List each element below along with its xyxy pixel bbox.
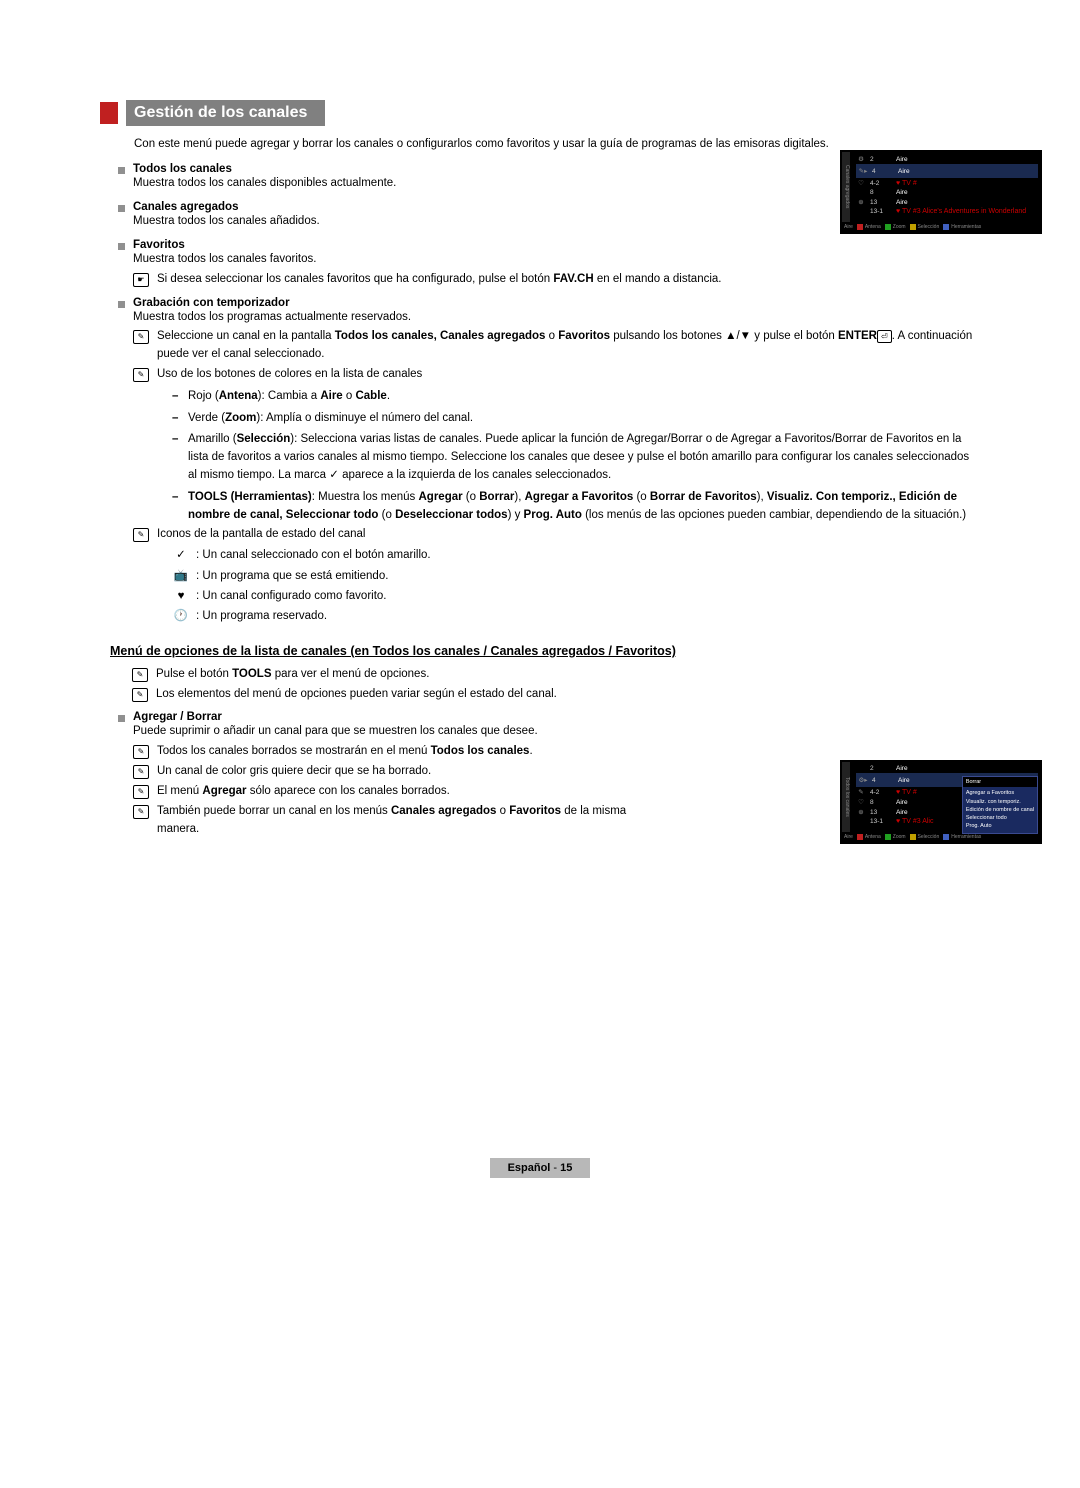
note-text: El menú Agregar sólo aparece con los can… [157,783,450,801]
menu-item: Agregar a Favoritos [966,789,1034,797]
page-footer: Español - 15 [100,1158,980,1178]
note-icon: ✎ [132,688,148,702]
dash-icon: – [172,410,182,428]
note-text: Los elementos del menú de opciones puede… [156,686,557,704]
note-text: También puede borrar un canal en los men… [157,803,658,839]
bullet-icon [118,243,125,250]
mini-row: ✎▸4Aire [856,164,1038,178]
bullet-icon [118,301,125,308]
check-icon: ✓ [172,546,190,564]
note-line: ✎ El menú Agregar sólo aparece con los ca… [133,783,658,801]
item-grabacion: Grabación con temporizador Muestra todos… [118,297,980,626]
note-text: Un canal de color gris quiere decir que … [157,763,431,781]
dash-icon: – [172,431,182,449]
dash-line: –Rojo (Antena): Cambia a Aire o Cable. [172,388,980,406]
note-text: Iconos de la pantalla de estado del cana… [157,526,365,544]
note-icon: ✎ [133,785,149,799]
note-text: Seleccione un canal en la pantalla Todos… [157,328,980,364]
mini-row: ♡4-2♥ TV # [856,178,1038,188]
item-favoritos: Favoritos Muestra todos los canales favo… [118,239,980,289]
dash-text: TOOLS (Herramientas): Muestra los menús … [188,489,980,525]
subsection-title: Menú de opciones de la lista de canales … [110,644,980,658]
note-icon: ✎ [133,330,149,344]
note-icon: ✎ [133,745,149,759]
icon-text: : Un programa que se está emitiendo. [196,567,388,585]
note-icon: ✎ [133,528,149,542]
page: Gestión de los canales Canales agregados… [0,0,1080,1218]
bullet-icon [118,715,125,722]
dash-line: –TOOLS (Herramientas): Muestra los menús… [172,489,980,525]
enter-icon: ⏎ [877,330,892,343]
heart-icon: ♥ [172,587,190,605]
bullet-icon [118,167,125,174]
note-text: Uso de los botones de colores en la list… [157,366,422,384]
mini-row: 13-1♥ TV #3 Alice's Adventures in Wonder… [856,207,1038,216]
mini-row: 8Aire [856,188,1038,197]
icon-line: ♥ : Un canal configurado como favorito. [172,587,980,605]
mini-legend: Aire Antena Zoom Selección Herramientas [844,834,1038,840]
mini-legend: Aire Antena Zoom Selección Herramientas [844,224,1038,230]
dash-icon: – [172,388,182,406]
item-body: Puede suprimir o añadir un canal para qu… [133,723,658,741]
item-body: Muestra todos los programas actualmente … [133,309,980,327]
icon-text: : Un canal configurado como favorito. [196,587,387,605]
note-text: Todos los canales borrados se mostrarán … [157,743,533,761]
note-line: ✎ Seleccione un canal en la pantalla Tod… [133,328,980,364]
dash-text: Amarillo (Selección): Selecciona varias … [188,431,980,484]
icon-line: 🕐 : Un programa reservado. [172,607,980,625]
note-line: ☛ Si desea seleccionar los canales favor… [133,271,980,289]
item-title: Todos los canales [133,163,232,175]
mini-row: ⚙2Aire [856,154,1038,164]
item-title: Canales agregados [133,201,238,213]
icon-text: : Un programa reservado. [196,607,327,625]
mini-rows: ⚙2Aire ✎▸4Aire ♡4-2♥ TV # 8Aire ⊕13Aire … [856,154,1038,216]
note-line: ✎ Los elementos del menú de opciones pue… [132,686,980,704]
item-title: Grabación con temporizador [133,297,290,309]
mini-row: ⊕13Aire [856,197,1038,207]
note-text: Pulse el botón TOOLS para ver el menú de… [156,666,429,684]
menu-item: Edición de nombre de canal [966,806,1034,814]
note-icon: ✎ [133,368,149,382]
menu-item: Seleccionar todo [966,814,1034,822]
bullet-icon [118,205,125,212]
note-icon: ✎ [132,668,148,682]
dash-icon: – [172,489,182,507]
mini-screenshot-1: Canales agregados ⚙2Aire ✎▸4Aire ♡4-2♥ T… [840,150,1042,234]
mini-context-menu: Borrar Agregar a Favoritos Visualiz. con… [962,776,1038,834]
note-line: ✎ Pulse el botón TOOLS para ver el menú … [132,666,980,684]
item-title: Agregar / Borrar [133,711,222,723]
dash-line: –Amarillo (Selección): Selecciona varias… [172,431,980,484]
footer-box: Español - 15 [490,1158,591,1178]
note-icon: ✎ [133,805,149,819]
item-agregar-borrar: Agregar / Borrar Puede suprimir o añadir… [118,711,658,838]
note-icon: ✎ [133,765,149,779]
section-title: Gestión de los canales [126,100,325,126]
mini-row: 2Aire [856,764,1038,773]
mini-sidebar: Canales agregados [842,152,850,222]
icon-text: : Un canal seleccionado con el botón ama… [196,546,431,564]
item-body: Muestra todos los canales favoritos. [133,251,980,269]
mini-sidebar: Todos los canales [842,762,850,832]
note-line: ✎ También puede borrar un canal en los me… [133,803,658,839]
item-title: Favoritos [133,239,185,251]
accent-bar [100,102,118,124]
icon-line: 📺 : Un programa que se está emitiendo. [172,567,980,585]
note-text: Si desea seleccionar los canales favorit… [157,271,722,289]
menu-item: Visualiz. con temporiz. [966,798,1034,806]
note-line: ✎ Un canal de color gris quiere decir que… [133,763,658,781]
note-line: ✎ Iconos de la pantalla de estado del ca… [133,526,980,544]
note-icon: ☛ [133,273,149,287]
clock-icon: 🕐 [172,607,190,625]
menu-header: Borrar [963,777,1037,787]
note-line: ✎ Todos los canales borrados se mostrarán… [133,743,658,761]
tv-icon: 📺 [172,567,190,585]
mini-screenshot-2: Todos los canales 2Aire ⚙▸4Aire ✎4-2♥ TV… [840,760,1042,844]
dash-line: –Verde (Zoom): Amplía o disminuye el núm… [172,410,980,428]
dash-text: Verde (Zoom): Amplía o disminuye el núme… [188,410,473,428]
section-header: Gestión de los canales [100,100,980,126]
icon-line: ✓ : Un canal seleccionado con el botón am… [172,546,980,564]
menu-item: Prog. Auto [966,822,1034,830]
dash-text: Rojo (Antena): Cambia a Aire o Cable. [188,388,390,406]
note-line: ✎ Uso de los botones de colores en la li… [133,366,980,384]
